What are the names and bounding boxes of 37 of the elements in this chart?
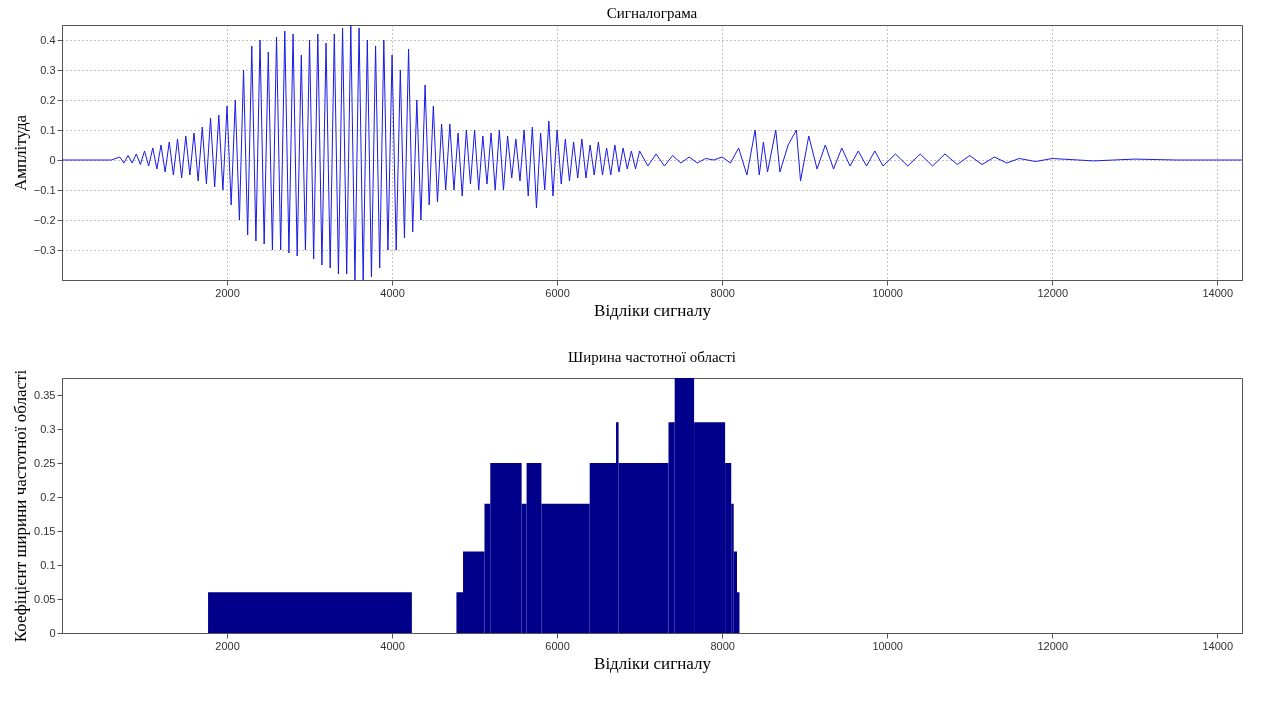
x-axis-title: Відліки сигналу [594, 300, 712, 320]
y-tick-label: 0.3 [40, 63, 56, 76]
y-tick-label: 0.3 [40, 422, 56, 435]
x-tick-label: 14000 [1202, 639, 1234, 652]
y-tick-label: −0.1 [33, 183, 56, 196]
y-tick-label: 0 [49, 626, 56, 639]
chart-title: Сигналограма [606, 5, 698, 21]
y-tick-label: −0.2 [33, 213, 56, 226]
line-series [62, 25, 1242, 280]
x-tick-label: 2000 [215, 286, 240, 299]
y-tick-label: 0.35 [34, 388, 56, 401]
y-axis-title: Коефіцієнт ширини частотної області [11, 369, 31, 643]
y-tick-label: 0.1 [40, 123, 56, 136]
x-tick-label: 12000 [1037, 639, 1069, 652]
y-tick-label: 0 [49, 153, 56, 166]
y-tick-label: 0.05 [34, 592, 56, 605]
x-tick-label: 10000 [872, 639, 903, 652]
x-tick-label: 4000 [380, 286, 405, 299]
y-tick-label: 0.2 [40, 490, 56, 503]
y-tick-label: 0.15 [34, 524, 56, 537]
y-tick-label: 0.4 [40, 33, 56, 46]
x-tick-label: 6000 [545, 286, 570, 299]
y-tick-label: 0.25 [34, 456, 56, 469]
x-tick-label: 2000 [215, 639, 240, 652]
x-tick-label: 10000 [872, 286, 903, 299]
x-tick-label: 8000 [710, 639, 735, 652]
y-axis-title: Амплітуда [10, 114, 30, 192]
x-axis-title: Відліки сигналу [594, 653, 712, 673]
x-tick-label: 14000 [1202, 286, 1234, 299]
chart-title: Ширина частотної області [568, 349, 736, 366]
x-tick-label: 6000 [545, 639, 570, 652]
y-tick-label: −0.3 [33, 243, 56, 256]
y-tick-label: 0.1 [40, 558, 56, 571]
y-tick-label: 0.2 [40, 93, 56, 106]
x-tick-label: 12000 [1037, 286, 1069, 299]
x-tick-label: 4000 [380, 639, 405, 652]
x-tick-label: 8000 [710, 286, 735, 299]
